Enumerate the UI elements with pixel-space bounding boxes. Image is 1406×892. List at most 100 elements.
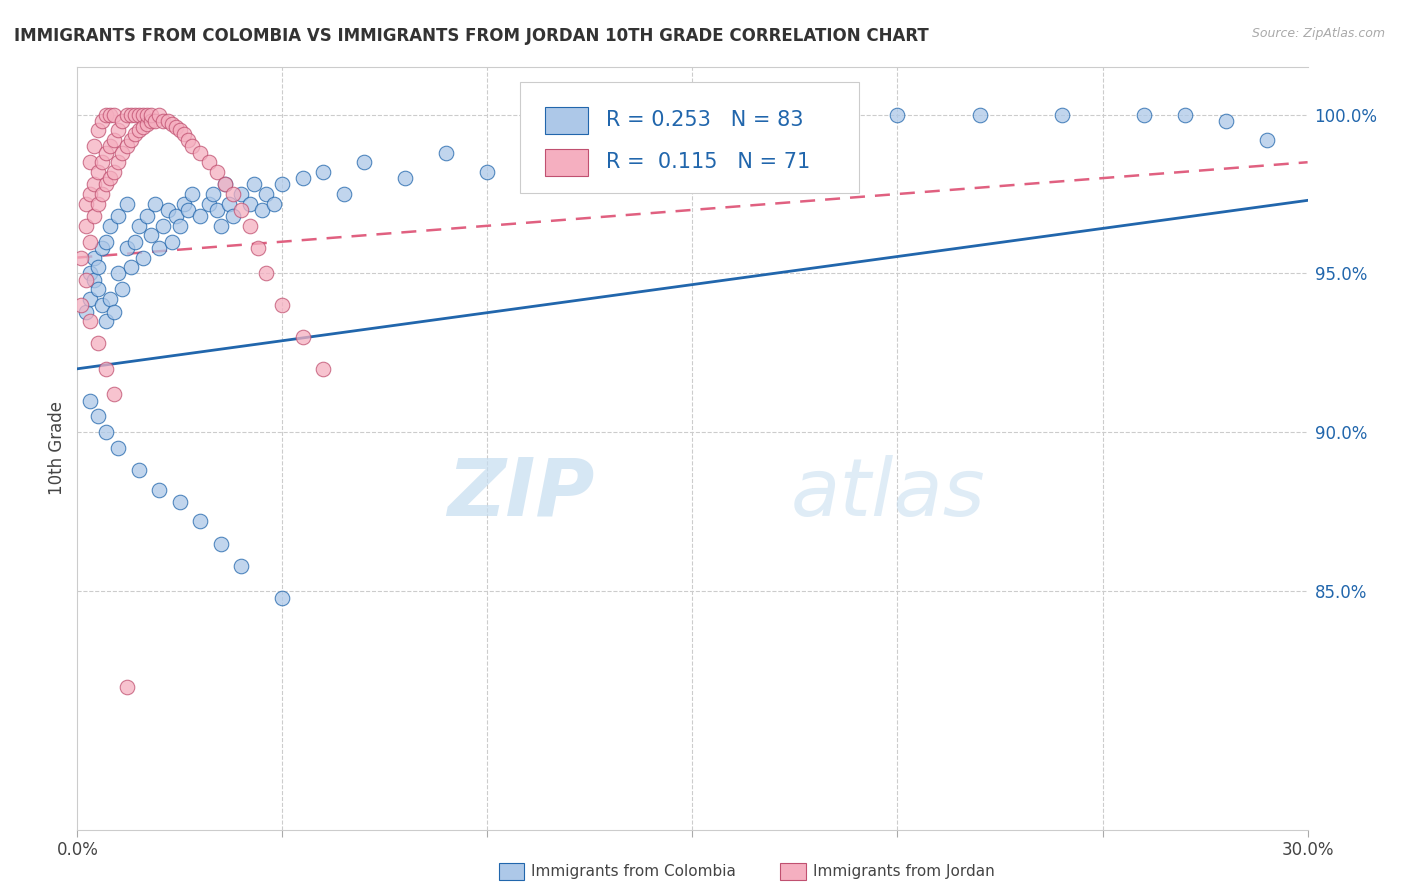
Point bbox=[87, 409, 110, 424]
Point bbox=[111, 145, 134, 160]
Point bbox=[120, 107, 142, 121]
Point bbox=[132, 251, 155, 265]
Point bbox=[239, 219, 262, 233]
Point bbox=[177, 202, 200, 217]
Point bbox=[107, 267, 129, 281]
Point bbox=[1050, 107, 1073, 121]
Text: R =  0.115   N = 71: R = 0.115 N = 71 bbox=[606, 153, 811, 172]
Point bbox=[94, 107, 117, 121]
Point bbox=[83, 178, 105, 192]
Point bbox=[136, 209, 159, 223]
Point bbox=[141, 114, 163, 128]
Point bbox=[969, 107, 991, 121]
Point bbox=[98, 219, 121, 233]
Point bbox=[79, 393, 101, 408]
Point bbox=[177, 133, 200, 147]
Point bbox=[141, 228, 163, 243]
Point bbox=[148, 241, 170, 255]
Point bbox=[156, 202, 179, 217]
Point bbox=[70, 251, 93, 265]
Point bbox=[75, 273, 97, 287]
Point bbox=[160, 117, 183, 131]
Point bbox=[75, 219, 97, 233]
Point bbox=[90, 186, 114, 201]
Point bbox=[263, 196, 285, 211]
Point bbox=[79, 267, 101, 281]
Point bbox=[90, 241, 114, 255]
Point bbox=[79, 155, 101, 169]
Point bbox=[242, 178, 264, 192]
Point bbox=[75, 196, 97, 211]
Point bbox=[246, 241, 269, 255]
Point bbox=[271, 178, 294, 192]
Point bbox=[222, 209, 245, 223]
Point bbox=[197, 155, 219, 169]
Point bbox=[120, 133, 142, 147]
Point bbox=[94, 361, 117, 376]
Point bbox=[87, 123, 110, 137]
Point bbox=[804, 129, 827, 144]
Point bbox=[271, 591, 294, 605]
Point bbox=[98, 171, 121, 186]
Point bbox=[188, 514, 212, 528]
Point bbox=[312, 361, 335, 376]
Point bbox=[1174, 107, 1197, 121]
Text: IMMIGRANTS FROM COLOMBIA VS IMMIGRANTS FROM JORDAN 10TH GRADE CORRELATION CHART: IMMIGRANTS FROM COLOMBIA VS IMMIGRANTS F… bbox=[14, 27, 929, 45]
Point bbox=[333, 186, 356, 201]
Point bbox=[128, 123, 150, 137]
Point bbox=[90, 155, 114, 169]
Point bbox=[1256, 133, 1278, 147]
Point bbox=[682, 123, 704, 137]
Point bbox=[87, 260, 110, 274]
Point bbox=[94, 178, 117, 192]
Point bbox=[83, 139, 105, 153]
Point bbox=[239, 196, 262, 211]
Point bbox=[115, 680, 138, 694]
Point bbox=[87, 336, 110, 351]
Point bbox=[79, 235, 101, 249]
Point bbox=[124, 127, 146, 141]
FancyBboxPatch shape bbox=[520, 82, 859, 193]
Point bbox=[94, 235, 117, 249]
Text: Source: ZipAtlas.com: Source: ZipAtlas.com bbox=[1251, 27, 1385, 40]
Point bbox=[103, 107, 125, 121]
Point bbox=[214, 178, 236, 192]
Point bbox=[128, 219, 150, 233]
FancyBboxPatch shape bbox=[546, 149, 588, 176]
Point bbox=[254, 267, 277, 281]
Point bbox=[231, 186, 253, 201]
Point bbox=[209, 536, 232, 550]
Point bbox=[205, 165, 228, 179]
Point bbox=[218, 196, 240, 211]
Point bbox=[250, 202, 273, 217]
Point bbox=[115, 241, 138, 255]
Point bbox=[103, 133, 125, 147]
Point bbox=[90, 298, 114, 312]
Text: R = 0.253   N = 83: R = 0.253 N = 83 bbox=[606, 111, 804, 130]
Point bbox=[128, 107, 150, 121]
Point bbox=[115, 107, 138, 121]
Point bbox=[83, 273, 105, 287]
Point bbox=[115, 196, 138, 211]
Point bbox=[1132, 107, 1154, 121]
Point bbox=[231, 202, 253, 217]
Point bbox=[201, 186, 224, 201]
Point bbox=[169, 123, 191, 137]
Point bbox=[1215, 114, 1237, 128]
Point bbox=[517, 139, 540, 153]
Point bbox=[148, 483, 170, 497]
Point bbox=[181, 186, 204, 201]
Point bbox=[173, 127, 195, 141]
Point bbox=[148, 107, 170, 121]
Point bbox=[136, 107, 159, 121]
Text: Immigrants from Colombia: Immigrants from Colombia bbox=[531, 864, 737, 879]
Point bbox=[152, 114, 174, 128]
Point bbox=[124, 107, 146, 121]
Point bbox=[558, 155, 581, 169]
Point bbox=[436, 145, 458, 160]
Point bbox=[205, 202, 228, 217]
Point bbox=[222, 186, 245, 201]
Point bbox=[723, 139, 745, 153]
Point bbox=[136, 117, 159, 131]
Point bbox=[107, 442, 129, 455]
